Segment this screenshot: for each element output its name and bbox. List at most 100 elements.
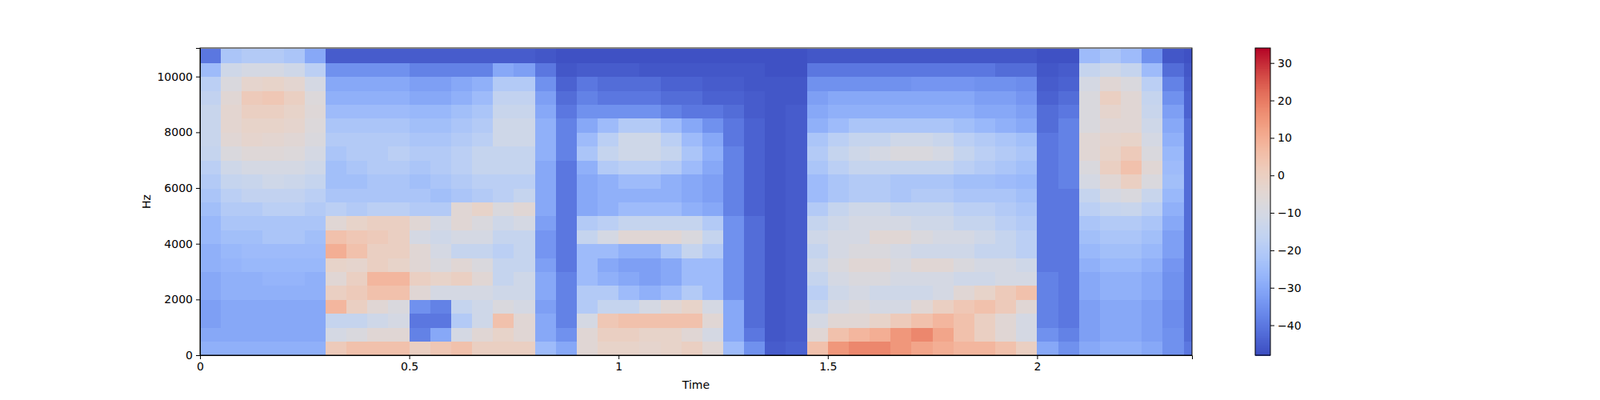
heatmap-cell — [556, 90, 578, 105]
heatmap-cell — [1016, 285, 1038, 300]
heatmap-cell — [1162, 160, 1184, 175]
yticks-axis-line — [196, 48, 201, 356]
heatmap-cell — [848, 313, 871, 328]
heatmap-cell — [702, 62, 724, 77]
heatmap-cell — [513, 229, 536, 244]
heatmap-cell — [828, 90, 850, 105]
heatmap-cell — [618, 216, 640, 231]
heatmap-cell — [953, 48, 976, 64]
heatmap-cell — [828, 118, 850, 133]
heatmap-cell — [304, 118, 327, 133]
heatmap-cell — [807, 299, 829, 314]
heatmap-cell — [1058, 48, 1080, 64]
yticks-tick-mark — [196, 299, 200, 300]
heatmap-cell — [911, 48, 933, 64]
heatmap-cell — [346, 244, 368, 259]
chart: 00.511.520200040006000800010000TimeHz−40… — [0, 0, 1600, 400]
heatmap-cell — [1141, 272, 1164, 287]
heatmap-cell — [785, 285, 808, 300]
yticks-tick-mark — [196, 355, 200, 356]
heatmap-cell — [911, 244, 933, 259]
heatmap-cell — [869, 257, 892, 272]
heatmap-cell — [785, 327, 808, 342]
heatmap-cell — [744, 244, 766, 259]
heatmap-cell — [556, 285, 578, 300]
heatmap-cell — [241, 160, 264, 175]
heatmap-cell — [1058, 76, 1080, 92]
heatmap-cell — [681, 62, 704, 77]
heatmap-cell — [932, 104, 955, 120]
heatmap-cell — [262, 216, 284, 231]
heatmap-cell — [848, 272, 871, 287]
heatmap-cell — [890, 188, 912, 203]
heatmap-cell — [200, 76, 222, 92]
heatmap-cell — [785, 48, 808, 64]
heatmap-cell — [597, 160, 620, 175]
heatmap-cell — [492, 62, 515, 77]
heatmap-cell — [492, 272, 515, 287]
heatmap-cell — [513, 188, 536, 203]
heatmap-cell — [241, 174, 264, 189]
heatmap-cell — [367, 160, 389, 175]
heatmap-cell — [995, 201, 1017, 216]
heatmap-cell — [430, 76, 452, 92]
heatmap-cells — [200, 48, 1192, 356]
colorbar_ticks-tick-mark — [1270, 63, 1275, 64]
heatmap-cell — [744, 299, 766, 314]
heatmap-cell — [220, 48, 243, 64]
heatmap-cell — [388, 160, 410, 175]
heatmap-cell — [1120, 132, 1143, 147]
heatmap-cell — [513, 327, 536, 342]
heatmap-cell — [702, 216, 724, 231]
heatmap-cell — [869, 118, 892, 133]
heatmap-cell — [723, 327, 745, 342]
heatmap-cell — [388, 216, 410, 231]
heatmap-cell — [828, 216, 850, 231]
heatmap-cell — [367, 118, 389, 133]
heatmap-cell — [367, 62, 389, 77]
yticks-tick-label: 4000 — [164, 237, 193, 251]
heatmap-cell — [262, 160, 284, 175]
heatmap-cell — [932, 285, 955, 300]
heatmap-cell — [764, 341, 787, 356]
heatmap-cell — [1141, 104, 1164, 120]
heatmap-cell — [262, 285, 284, 300]
heatmap-cell — [618, 160, 640, 175]
heatmap-cell — [472, 257, 494, 272]
heatmap-cell — [869, 76, 892, 92]
heatmap-cell — [702, 76, 724, 92]
heatmap-cell — [785, 272, 808, 287]
heatmap-cell — [702, 132, 724, 147]
heatmap-cell — [492, 257, 515, 272]
heatmap-cell — [262, 272, 284, 287]
heatmap-cell — [200, 104, 222, 120]
heatmap-cell — [1162, 174, 1184, 189]
heatmap-cell — [807, 132, 829, 147]
heatmap-cell — [576, 201, 599, 216]
heatmap-cell — [974, 327, 996, 342]
heatmap-cell — [681, 76, 704, 92]
heatmap-cell — [848, 104, 871, 120]
heatmap-cell — [890, 285, 912, 300]
heatmap-cell — [472, 244, 494, 259]
heatmap-cell — [911, 188, 933, 203]
heatmap-cell — [1058, 90, 1080, 105]
heatmap-cell — [890, 90, 912, 105]
heatmap-cell — [702, 201, 724, 216]
heatmap-cell — [828, 146, 850, 161]
heatmap-cell — [1079, 62, 1101, 77]
heatmap-cell — [995, 257, 1017, 272]
heatmap-cell — [388, 201, 410, 216]
xticks-tick-mark — [1036, 355, 1038, 360]
heatmap-cell — [346, 257, 368, 272]
heatmap-cell — [535, 313, 557, 328]
heatmap-cell — [953, 62, 976, 77]
heatmap-cell — [1120, 118, 1143, 133]
heatmap-cell — [409, 257, 432, 272]
heatmap-cell — [807, 216, 829, 231]
heatmap-cell — [284, 272, 306, 287]
heatmap-cell — [1141, 285, 1164, 300]
heatmap-cell — [974, 285, 996, 300]
heatmap-cell — [995, 244, 1017, 259]
heatmap-cell — [472, 76, 494, 92]
